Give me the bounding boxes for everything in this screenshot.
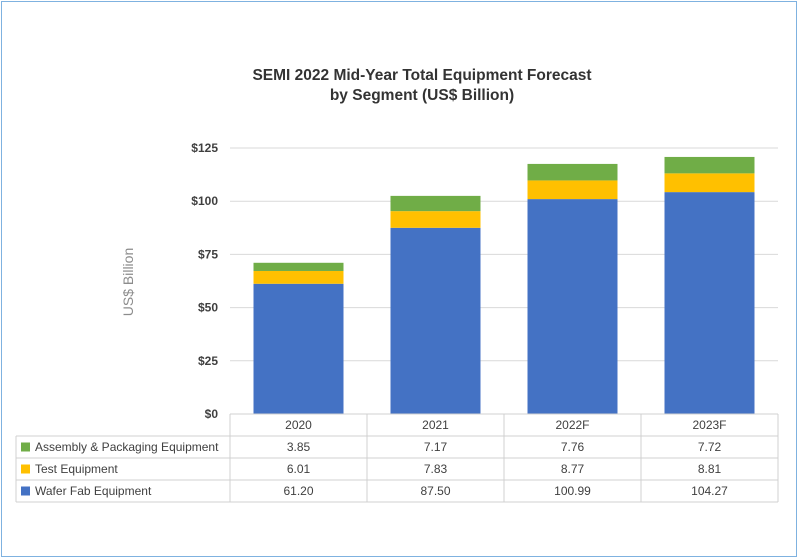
bar-wafer-fab-equipment-2020 [253,283,344,414]
data-label: 6.01 [287,462,311,476]
legend-swatch [21,486,30,496]
data-label: 61.20 [283,484,313,498]
legend-label: Wafer Fab Equipment [35,484,152,498]
bar-assembly-packaging-equipment-2022f [527,163,618,181]
y-tick-label: $75 [198,247,218,261]
bar-test-equipment-2023f [664,173,755,193]
bar-test-equipment-2022f [527,180,618,200]
chart-subtitle: by Segment (US$ Billion) [330,87,514,104]
bar-wafer-fab-equipment-2022f [527,199,618,414]
legend-swatch [21,442,30,452]
bars [253,156,755,414]
chart-title: SEMI 2022 Mid-Year Total Equipment Forec… [252,67,591,84]
bar-wafer-fab-equipment-2023f [664,192,755,414]
data-label: 3.85 [287,440,311,454]
data-label: 100.99 [554,484,591,498]
x-category-label: 2021 [422,418,449,432]
data-label: 8.81 [698,462,722,476]
bar-test-equipment-2020 [253,270,344,284]
y-tick-labels: $0 $25 $50 $75 $100 $125 [191,141,218,421]
data-label: 7.72 [698,440,722,454]
data-label: 7.17 [424,440,448,454]
y-tick-label: $50 [198,301,218,315]
bar-assembly-packaging-equipment-2020 [253,262,344,271]
data-label: 8.77 [561,462,585,476]
bar-wafer-fab-equipment-2021 [390,227,481,414]
legend-label: Assembly & Packaging Equipment [35,440,219,454]
bar-assembly-packaging-equipment-2021 [390,195,481,212]
legend-swatch [21,464,30,474]
bar-assembly-packaging-equipment-2023f [664,156,755,174]
data-table: 2020 2021 2022F 2023F Assembly & Packaging E… [15,413,779,503]
y-tick-label: $25 [198,354,218,368]
data-label: 87.50 [420,484,450,498]
y-tick-label: $125 [191,141,218,155]
x-category-label: 2023F [692,418,726,432]
x-category-label: 2020 [285,418,312,432]
data-label: 7.76 [561,440,585,454]
y-tick-label: $0 [205,407,219,421]
bar-test-equipment-2021 [390,211,481,228]
data-label: 7.83 [424,462,448,476]
y-axis-label: US$ Billion [120,248,136,316]
x-category-label: 2022F [555,418,589,432]
data-label: 104.27 [691,484,728,498]
y-tick-label: $100 [191,194,218,208]
legend-label: Test Equipment [35,462,118,476]
